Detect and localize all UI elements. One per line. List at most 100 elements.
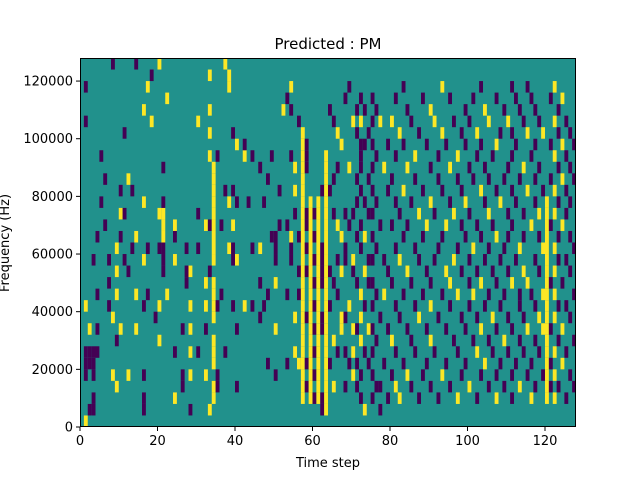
heatmap-cell bbox=[339, 230, 344, 243]
heatmap-cell bbox=[366, 207, 371, 220]
heatmap-cell bbox=[196, 115, 201, 128]
heatmap-cell bbox=[556, 254, 561, 266]
heatmap-cell bbox=[359, 369, 363, 381]
heatmap-cell bbox=[428, 300, 433, 312]
heatmap-cell bbox=[308, 288, 313, 301]
heatmap-cell bbox=[517, 334, 522, 347]
heatmap-cell bbox=[118, 207, 123, 220]
heatmap-cell bbox=[448, 380, 453, 393]
heatmap-cell bbox=[572, 242, 577, 255]
heatmap-cell bbox=[262, 300, 267, 312]
y-tick-label: 80000 bbox=[32, 190, 73, 205]
heatmap-cell bbox=[545, 357, 549, 370]
heatmap-cell bbox=[300, 369, 305, 381]
heatmap-cell bbox=[304, 265, 309, 278]
heatmap-cell bbox=[134, 288, 139, 301]
heatmap-cell bbox=[545, 265, 549, 278]
heatmap-cell bbox=[289, 254, 294, 266]
heatmap-cell bbox=[293, 346, 298, 358]
heatmap-cell bbox=[490, 150, 495, 162]
heatmap-cell bbox=[417, 311, 422, 324]
heatmap-cell bbox=[552, 242, 557, 255]
heatmap-cell bbox=[444, 219, 449, 231]
heatmap-cell bbox=[568, 265, 573, 278]
heatmap-cell bbox=[355, 323, 360, 335]
heatmap-cell bbox=[541, 323, 546, 335]
heatmap-cell bbox=[316, 311, 321, 324]
heatmap-cell bbox=[215, 300, 220, 312]
heatmap-cell bbox=[421, 369, 425, 381]
heatmap-cell bbox=[455, 288, 460, 301]
cells-layer bbox=[83, 58, 577, 427]
heatmap-cell bbox=[300, 392, 305, 404]
heatmap-cell bbox=[258, 311, 263, 324]
heatmap-cell bbox=[362, 196, 367, 208]
heatmap-cell bbox=[370, 92, 375, 105]
heatmap-cell bbox=[351, 265, 356, 278]
heatmap-cell bbox=[173, 219, 177, 231]
heatmap-cell bbox=[552, 346, 557, 358]
heatmap-cell bbox=[223, 58, 228, 70]
heatmap-cell bbox=[343, 346, 348, 358]
heatmap-cell bbox=[211, 288, 216, 301]
heatmap-cell bbox=[448, 161, 453, 174]
heatmap-cell bbox=[242, 138, 247, 151]
y-tick-label: 20000 bbox=[32, 363, 73, 378]
heatmap-cell bbox=[297, 357, 301, 370]
heatmap-cell bbox=[572, 173, 577, 185]
heatmap-cell bbox=[235, 138, 239, 151]
heatmap-cell bbox=[533, 254, 538, 266]
heatmap-cell bbox=[514, 138, 518, 151]
heatmap-cell bbox=[397, 254, 402, 266]
heatmap-cell bbox=[401, 288, 406, 301]
heatmap-cell bbox=[107, 277, 112, 289]
heatmap-cell bbox=[142, 369, 146, 381]
heatmap-cell bbox=[498, 300, 503, 312]
heatmap-cell bbox=[320, 323, 325, 335]
heatmap-cell bbox=[211, 242, 216, 255]
heatmap-cell bbox=[510, 369, 515, 381]
heatmap-cell bbox=[359, 115, 363, 128]
heatmap-cell bbox=[258, 277, 263, 289]
heatmap-cell bbox=[300, 230, 305, 243]
heatmap-cell bbox=[289, 104, 294, 116]
heatmap-cell bbox=[331, 173, 336, 185]
heatmap-cell bbox=[405, 369, 410, 381]
heatmap-cell bbox=[308, 357, 313, 370]
heatmap-cell bbox=[204, 369, 208, 381]
heatmap-cell bbox=[552, 311, 557, 324]
heatmap-cell bbox=[83, 300, 88, 312]
heatmap-cell bbox=[324, 346, 329, 358]
heatmap-cell bbox=[374, 150, 379, 162]
heatmap-cell bbox=[370, 115, 375, 128]
x-tick-label: 80 bbox=[382, 434, 399, 449]
heatmap-cell bbox=[324, 334, 329, 347]
heatmap-cell bbox=[417, 254, 422, 266]
heatmap-cell bbox=[300, 288, 305, 301]
heatmap-cell bbox=[366, 254, 371, 266]
heatmap-cell bbox=[390, 277, 394, 289]
heatmap-cell bbox=[142, 403, 146, 416]
heatmap-cell bbox=[335, 219, 340, 231]
heatmap-cell bbox=[227, 242, 232, 255]
heatmap-cell bbox=[370, 277, 375, 289]
heatmap-cell bbox=[545, 219, 549, 231]
heatmap-cell bbox=[320, 277, 325, 289]
heatmap-cell bbox=[533, 196, 538, 208]
heatmap-cell bbox=[145, 242, 150, 255]
heatmap-cell bbox=[537, 207, 542, 220]
heatmap-cell bbox=[421, 288, 425, 301]
heatmap-cell bbox=[359, 334, 363, 347]
heatmap-cell bbox=[502, 380, 507, 393]
heatmap-cell bbox=[362, 104, 367, 116]
heatmap-cell bbox=[517, 288, 522, 301]
heatmap-cell bbox=[448, 92, 453, 105]
heatmap-cell bbox=[448, 300, 453, 312]
heatmap-cell bbox=[215, 380, 220, 393]
heatmap-cell bbox=[324, 277, 329, 289]
heatmap-cell bbox=[483, 300, 487, 312]
heatmap-cell bbox=[145, 81, 150, 93]
heatmap-cell bbox=[300, 277, 305, 289]
heatmap-cell bbox=[359, 161, 363, 174]
heatmap-cell bbox=[316, 346, 321, 358]
